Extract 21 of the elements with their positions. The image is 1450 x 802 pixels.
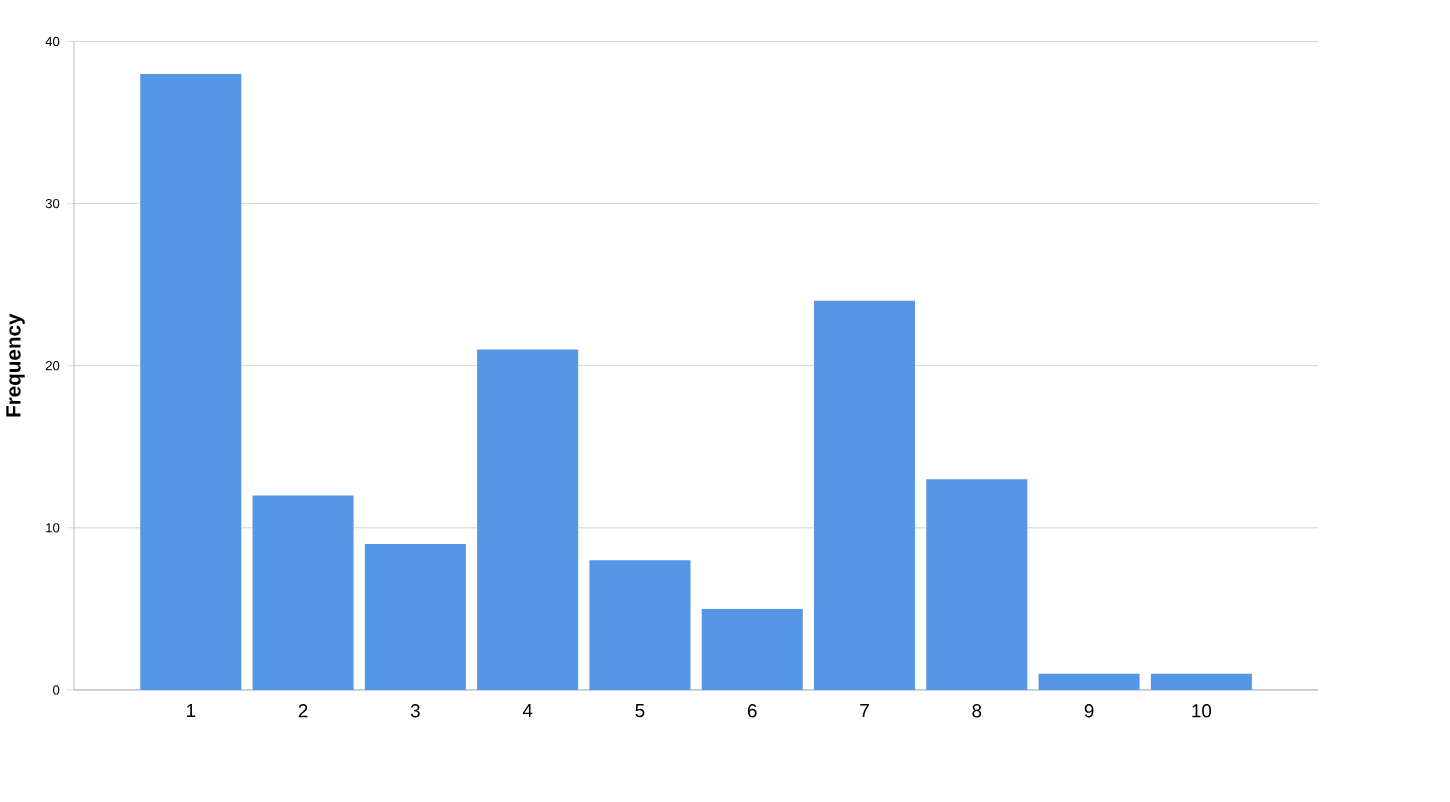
x-tick-label: 7 [860,704,869,718]
bar [140,74,242,691]
x-tick-label: 2 [298,704,308,718]
x-tick-label: 10 [1192,704,1212,718]
bar [1150,674,1252,691]
x-tick-label: 5 [635,704,645,718]
x-tick-label: 3 [410,704,420,718]
bar [477,349,579,691]
bar [589,560,691,691]
x-tick-label: 8 [972,704,982,718]
bar [813,301,916,691]
x-tick-label: 9 [1084,704,1094,718]
bar [364,544,466,691]
bar [701,609,803,691]
bar [252,495,354,691]
x-tick-label: 4 [522,704,533,718]
x-tick-label: 6 [747,704,757,718]
bar [926,479,1028,691]
x-tick-label: 1 [186,704,196,718]
bar [1038,674,1140,691]
y-axis-title: Frequency [6,313,25,417]
